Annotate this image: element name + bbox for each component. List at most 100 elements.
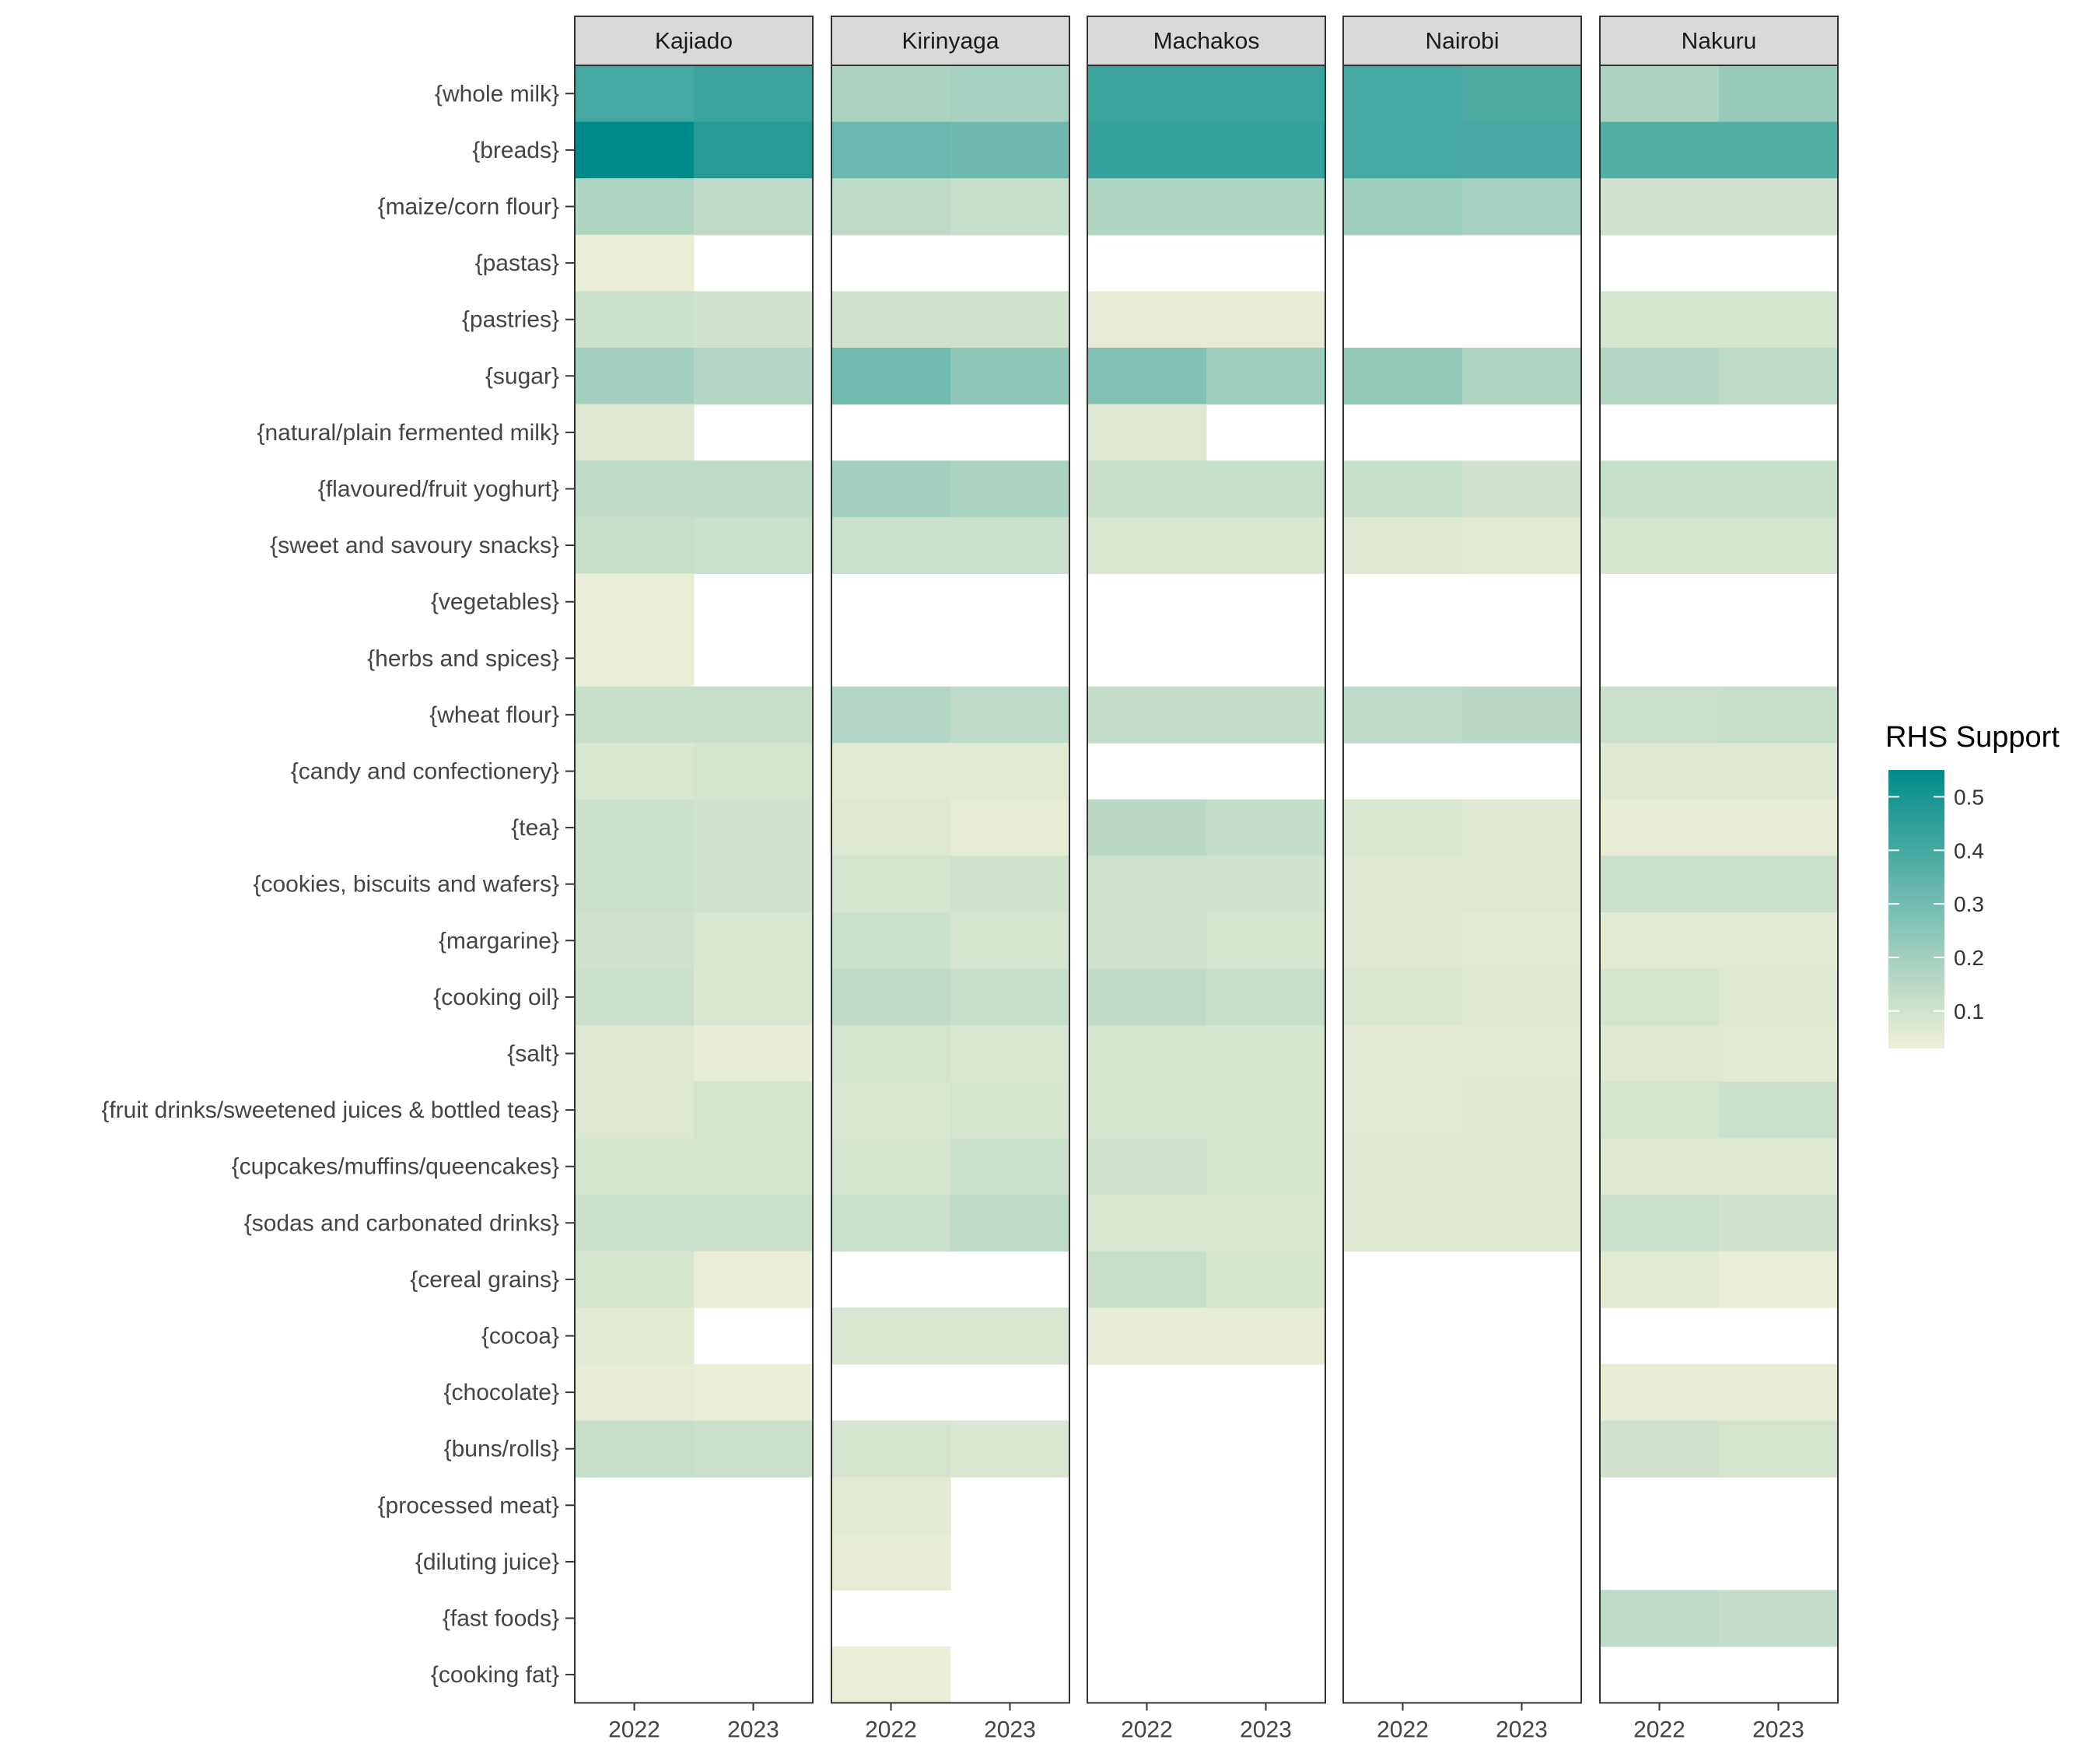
heatmap-cell	[1719, 968, 1839, 1026]
heatmap-cell	[1087, 1195, 1207, 1252]
row-label: {sweet and savoury snacks}	[270, 533, 559, 558]
heatmap-cell	[1719, 1363, 1839, 1421]
heatmap-cell	[1206, 1081, 1326, 1139]
row-label: {maize/corn flour}	[378, 194, 559, 220]
legend-title: RHS Support	[1885, 721, 2060, 754]
heatmap-cell	[1600, 1420, 1720, 1478]
heatmap-cell	[1206, 968, 1326, 1026]
row-label: {cooking oil}	[433, 985, 559, 1010]
heatmap-cell	[1206, 1025, 1326, 1083]
heatmap-cell	[831, 1025, 951, 1083]
heatmap-cell	[694, 291, 814, 348]
heatmap-cell	[1462, 460, 1582, 518]
heatmap-cell	[831, 1195, 951, 1252]
heatmap-cell	[1600, 516, 1720, 574]
heatmap-cell	[694, 348, 814, 405]
x-tick-label: 2022	[608, 1717, 660, 1742]
heatmap-cell	[831, 686, 951, 744]
heatmap-cell	[575, 799, 695, 856]
x-tick-label: 2022	[1633, 1717, 1685, 1742]
heatmap-cell	[1719, 348, 1839, 405]
heatmap-cell	[575, 234, 695, 292]
heatmap-cell	[1343, 1138, 1463, 1195]
heatmap-cell	[1719, 178, 1839, 236]
heatmap-cell	[1087, 686, 1207, 744]
row-label: {cookies, biscuits and wafers}	[253, 872, 559, 898]
heatmap-cell	[950, 1307, 1070, 1365]
heatmap-cell	[1600, 743, 1720, 800]
facet-panel: Kirinyaga 2022 2023	[831, 16, 1070, 1742]
heatmap-cell	[1087, 404, 1207, 461]
heatmap-cell	[1087, 799, 1207, 856]
heatmap-cell	[694, 516, 814, 574]
heatmap-cell	[1600, 1081, 1720, 1139]
heatmap-cell	[1206, 686, 1326, 744]
heatmap-cell	[1719, 1195, 1839, 1252]
heatmap-cell	[575, 968, 695, 1026]
heatmap-cell	[1343, 460, 1463, 518]
heatmap-cell	[575, 1251, 695, 1308]
heatmap-cell	[575, 1420, 695, 1478]
row-label: {margarine}	[439, 928, 559, 954]
heatmap-cell	[1600, 65, 1720, 123]
heatmap-cell	[694, 460, 814, 518]
heatmap-cell	[575, 686, 695, 744]
heatmap-cell	[1600, 178, 1720, 236]
heatmap-cell	[831, 912, 951, 970]
heatmap-cell	[1087, 65, 1207, 123]
legend-tick-label: 0.4	[1954, 838, 1984, 863]
heatmap-cell	[1719, 1251, 1839, 1308]
facet-strip-label: Kirinyaga	[901, 29, 999, 54]
facet-strip	[1087, 16, 1326, 66]
heatmap-cell	[694, 799, 814, 856]
row-label: {processed meat}	[378, 1493, 559, 1518]
heatmap-cell	[1462, 65, 1582, 123]
heatmap-cell	[950, 121, 1070, 179]
heatmap-cell	[1462, 1081, 1582, 1139]
heatmap-cell	[1206, 912, 1326, 970]
heatmap-cell	[1719, 460, 1839, 518]
row-label: {pastries}	[462, 307, 559, 333]
heatmap-cell	[1343, 65, 1463, 123]
heatmap-cell	[694, 1138, 814, 1195]
facet-panel: Nakuru 2022 2023	[1599, 16, 1839, 1742]
row-label: {pastas}	[475, 250, 559, 276]
heatmap-cell	[1206, 1307, 1326, 1365]
heatmap-cell	[1462, 121, 1582, 179]
row-label: {breads}	[472, 138, 559, 163]
panel-border	[1599, 65, 1839, 1704]
heatmap-cell	[1600, 121, 1720, 179]
heatmap-cell	[1462, 1195, 1582, 1252]
heatmap-cell	[1462, 1025, 1582, 1083]
heatmap-cell	[1206, 799, 1326, 856]
heatmap-cell	[831, 178, 951, 236]
heatmap-cell	[1206, 65, 1326, 123]
x-tick-label: 2022	[865, 1717, 917, 1742]
row-labels: {whole milk} {breads} {maize/corn flour} {p…	[101, 81, 575, 1688]
heatmap-cell	[950, 686, 1070, 744]
heatmap-cell	[1343, 516, 1463, 574]
heatmap-cell	[1600, 1195, 1720, 1252]
heatmap-cell	[831, 121, 951, 179]
heatmap-cell	[575, 291, 695, 348]
heatmap-cell	[1600, 1138, 1720, 1195]
row-label: {fruit drinks/sweetened juices & bottled…	[101, 1097, 559, 1123]
row-label: {chocolate}	[444, 1380, 559, 1405]
heatmap-cell	[1087, 348, 1207, 405]
heatmap-cell	[575, 743, 695, 800]
heatmap-cell	[1087, 460, 1207, 518]
heatmap-cell	[950, 65, 1070, 123]
heatmap-cell	[1600, 912, 1720, 970]
heatmap-cell	[575, 1025, 695, 1083]
facet-panel: Kajiado 2022 2023	[574, 16, 814, 1742]
heatmap-cell	[1343, 912, 1463, 970]
heatmap-cell	[694, 1081, 814, 1139]
row-label: {buns/rolls}	[444, 1437, 559, 1462]
legend: RHS Support 0.1 0.2 0.3 0.4 0.5	[1885, 721, 2060, 1048]
heatmap-cell	[1206, 1251, 1326, 1308]
heatmap-cell	[950, 291, 1070, 348]
heatmap-cell	[575, 1363, 695, 1421]
heatmap-cell	[950, 743, 1070, 800]
heatmap-cell	[1087, 1307, 1207, 1365]
heatmap-cell	[1719, 912, 1839, 970]
